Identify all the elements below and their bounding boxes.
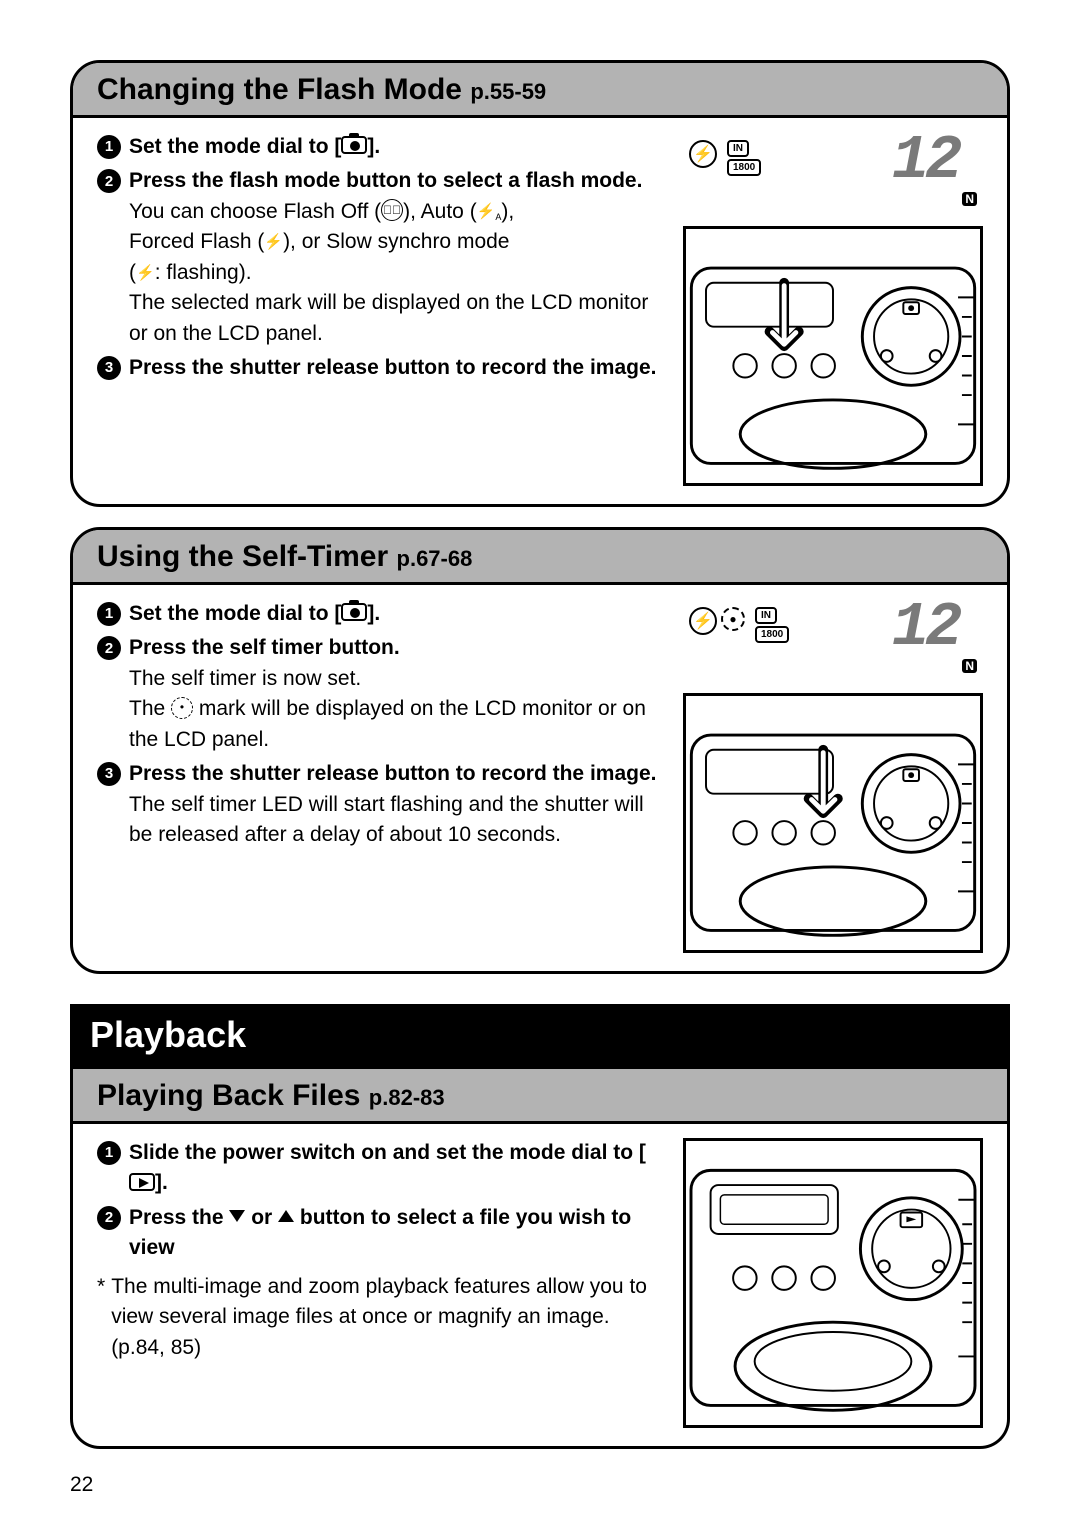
step-text: Press the shutter release button to reco…	[129, 759, 663, 789]
detail-text: : flashing).	[155, 261, 252, 284]
section-title: Using the Self-Timer	[97, 540, 388, 573]
step-number-icon: 3	[97, 762, 121, 786]
note-text: The multi-image and zoom playback featur…	[111, 1272, 663, 1363]
step-number-icon: 1	[97, 602, 121, 626]
page-reference: p.55-59	[470, 79, 546, 104]
camera-diagram	[683, 226, 983, 486]
down-arrow-icon	[229, 1210, 245, 1222]
section-header: Playing Back Files p.82-83	[73, 1066, 1007, 1124]
self-timer-icon: •	[171, 697, 193, 719]
flash-off-icon: ⚡	[689, 140, 717, 168]
steps-list: 1 Set the mode dial to []. 2 Press the s…	[97, 599, 663, 953]
detail-text: The	[129, 697, 171, 720]
quality-badge: N	[962, 659, 977, 673]
detail-text: The selected mark will be displayed on t…	[129, 291, 648, 344]
detail-text: (	[129, 261, 136, 284]
step-text: or	[245, 1206, 278, 1229]
playback-mode-icon	[129, 1173, 155, 1191]
resolution-badge: 1800	[755, 626, 789, 643]
flash-slow-icon: ⚡	[136, 264, 155, 281]
lcd-panel-figure: ⚡ IN 1800 12 N	[683, 132, 983, 220]
camera-diagram	[683, 1138, 983, 1428]
lcd-panel-figure: ⚡ ● IN 1800 12 N	[683, 599, 983, 687]
note-marker: *	[97, 1272, 105, 1363]
quality-badge: N	[962, 192, 977, 206]
detail-text: ), Auto (	[403, 200, 477, 223]
resolution-badge: 1800	[727, 159, 761, 176]
section-header: Changing the Flash Mode p.55-59	[73, 63, 1007, 118]
step-number-icon: 1	[97, 1141, 121, 1165]
flash-off-icon: ⚡	[689, 607, 717, 635]
in-badge: IN	[727, 140, 749, 157]
step-text: Slide the power switch on and set the mo…	[129, 1141, 646, 1164]
frame-counter: 12	[892, 136, 958, 186]
detail-text: ), or Slow synchro mode	[283, 230, 509, 253]
step-text: Set the mode dial to [	[129, 135, 341, 158]
steps-list: 1 Slide the power switch on and set the …	[97, 1138, 663, 1428]
section-flash-mode: Changing the Flash Mode p.55-59 1 Set th…	[70, 60, 1010, 507]
camera-mode-icon	[341, 603, 367, 621]
step-text: Press the	[129, 1206, 229, 1229]
step-text: Press the shutter release button to reco…	[129, 353, 663, 383]
step-text: Set the mode dial to [	[129, 602, 341, 625]
step-text: ].	[155, 1171, 168, 1194]
self-timer-icon: ●	[721, 607, 745, 631]
in-badge: IN	[755, 607, 777, 624]
flash-forced-icon: ⚡	[264, 234, 283, 251]
detail-text: The self timer LED will start flashing a…	[129, 790, 663, 851]
playback-heading: Playback	[70, 1004, 1010, 1066]
detail-text: ),	[501, 200, 514, 223]
detail-text: Forced Flash (	[129, 230, 264, 253]
detail-text: The self timer is now set.	[129, 667, 361, 690]
step-number-icon: 2	[97, 169, 121, 193]
detail-text: mark will be displayed on the LCD monito…	[129, 697, 646, 750]
up-arrow-icon	[278, 1210, 294, 1222]
page-reference: p.82-83	[369, 1085, 445, 1110]
camera-mode-icon	[341, 136, 367, 154]
step-number-icon: 2	[97, 1206, 121, 1230]
steps-list: 1 Set the mode dial to []. 2 Press the f…	[97, 132, 663, 486]
frame-counter: 12	[892, 603, 958, 653]
section-playback: Playing Back Files p.82-83 1 Slide the p…	[70, 1066, 1010, 1449]
detail-text: You can choose Flash Off (	[129, 200, 381, 223]
step-text: Press the self timer button.	[129, 633, 663, 663]
section-header: Using the Self-Timer p.67-68	[73, 530, 1007, 585]
step-number-icon: 1	[97, 135, 121, 159]
page-reference: p.67-68	[397, 546, 473, 571]
section-self-timer: Using the Self-Timer p.67-68 1 Set the m…	[70, 527, 1010, 974]
step-text: Press the flash mode button to select a …	[129, 166, 663, 196]
camera-diagram	[683, 693, 983, 953]
step-text: ].	[367, 602, 380, 625]
page-number: 22	[70, 1473, 1010, 1497]
step-number-icon: 3	[97, 356, 121, 380]
flash-auto-icon: ⚡A	[477, 203, 502, 220]
step-text: ].	[367, 135, 380, 158]
flash-off-icon: ⚡⃠	[381, 199, 403, 221]
step-number-icon: 2	[97, 636, 121, 660]
section-title: Changing the Flash Mode	[97, 73, 462, 106]
section-title: Playing Back Files	[97, 1079, 360, 1112]
